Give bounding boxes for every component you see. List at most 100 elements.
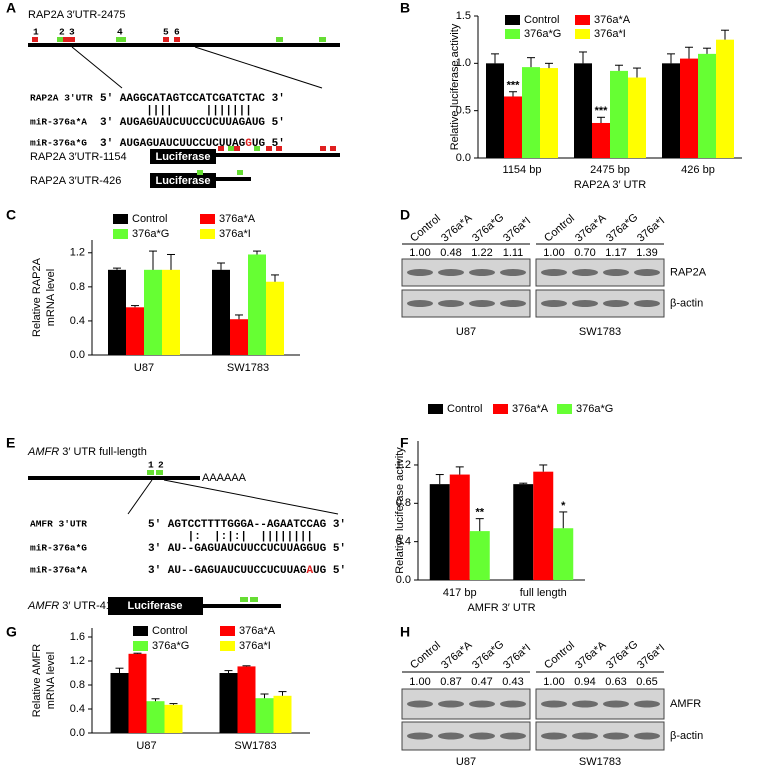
seq-name: miR-376a*A: [30, 117, 87, 128]
significance: **: [475, 507, 484, 519]
luciferase-box: [108, 597, 203, 615]
sequence: 5′ AGTCCTTTTGGGA--AGAATCCAG 3′: [148, 519, 346, 531]
y-tick-label: 0.5: [456, 105, 471, 117]
band: [500, 269, 526, 276]
panel-letter: C: [6, 207, 16, 223]
y-axis-label: mRNA level: [45, 652, 57, 709]
site-markers: [218, 146, 336, 151]
bar: [255, 698, 274, 733]
legend-swatch: [133, 641, 148, 651]
y-axis-label: Relative luciferase activity: [394, 447, 406, 574]
band: [541, 732, 567, 740]
band: [634, 732, 660, 740]
y-tick-label: 0.8: [70, 679, 85, 691]
band: [541, 700, 567, 708]
band: [438, 700, 464, 708]
construct-name: AMFR 3′ UTR-417: [27, 600, 118, 612]
band: [438, 732, 464, 740]
band-label: RAP2A: [670, 266, 707, 278]
pairing: |||| |||||||: [100, 105, 252, 117]
significance: ***: [507, 80, 521, 92]
x-tick-label: U87: [136, 740, 156, 752]
band: [572, 700, 598, 708]
legend-label: 376a*G: [524, 28, 561, 40]
panel-letter: A: [6, 0, 16, 16]
band: [634, 700, 660, 708]
bar: [230, 319, 248, 355]
x-tick-label: 426 bp: [681, 164, 715, 176]
box-label: Luciferase: [155, 151, 210, 163]
group-label: SW1783: [579, 326, 621, 338]
band: [407, 700, 433, 708]
bar: [574, 63, 592, 159]
site-number: 3: [69, 27, 75, 38]
lane-label: 376a*A: [573, 639, 609, 672]
ratio: 0.63: [605, 676, 626, 688]
bar: [469, 531, 490, 580]
site-number: 2: [59, 27, 65, 38]
ratio: 1.00: [543, 247, 564, 259]
seq-part: 3′ AUGAGUAUCUUCCUCUUAG: [100, 138, 246, 150]
sequence: 3′ AU--GAGUAUCUUCCUCUUAGGUG 5′: [148, 543, 346, 555]
legend-swatch: [133, 626, 148, 636]
legend-swatch: [557, 404, 572, 414]
ratio: 0.65: [636, 676, 657, 688]
site-number: 6: [174, 27, 180, 38]
title-rest: 3′ UTR full-length: [59, 446, 147, 458]
lane-label: 376a*G: [470, 211, 506, 244]
lane-label: 376a*G: [470, 638, 506, 671]
diagram-title: RAP2A 3′UTR-2475: [28, 9, 125, 21]
legend-label: 376a*A: [512, 403, 549, 415]
legend-label: Control: [447, 403, 482, 415]
bar: [540, 68, 558, 158]
site-number: 1: [148, 460, 154, 471]
band: [634, 269, 660, 276]
mutation: G: [245, 138, 252, 150]
seq-part: UG 5′: [313, 565, 346, 577]
y-tick-label: 0.8: [70, 281, 85, 293]
group-label: U87: [456, 326, 476, 338]
legend-label: 376a*A: [594, 14, 631, 26]
site-markers: [240, 597, 258, 602]
panel-letter: F: [400, 435, 409, 451]
band: [469, 732, 495, 740]
legend-label: 376a*A: [239, 625, 276, 637]
panel-a: RAP2A 3′UTR-2475 1 2 3 4 5 6 RAP2A 3′UTR…: [28, 9, 340, 188]
lane-label: 376a*I: [501, 642, 533, 672]
band: [407, 269, 433, 276]
bar: [237, 666, 256, 733]
bar: [698, 53, 716, 158]
bar: [522, 67, 540, 158]
lane-label: 376a*A: [439, 639, 475, 672]
box-label: Luciferase: [155, 175, 210, 187]
zoom-line: [71, 46, 123, 89]
polya: AAAAAA: [202, 472, 247, 484]
gene: AMFR: [27, 446, 59, 458]
legend-swatch: [505, 15, 520, 25]
bar: [628, 77, 646, 158]
x-tick-label: 1154 bp: [503, 164, 542, 176]
site-number: 1: [33, 27, 39, 38]
legend-swatch: [428, 404, 443, 414]
bar: [108, 269, 126, 355]
y-tick-label: 0.4: [70, 703, 85, 715]
band: [438, 269, 464, 276]
legend-swatch: [113, 214, 128, 224]
bar: [553, 528, 574, 580]
y-tick-label: 0.8: [396, 497, 411, 509]
band: [572, 732, 598, 740]
utr-line: [216, 177, 251, 181]
legend-label: 376a*A: [219, 213, 256, 225]
bar: [449, 474, 470, 580]
ratio: 0.47: [471, 676, 492, 688]
x-tick-label: full length: [520, 587, 567, 599]
utr-line: [28, 43, 340, 47]
bar: [513, 484, 534, 580]
bar: [212, 269, 230, 355]
luciferase-box: [150, 149, 216, 164]
x-tick-label: U87: [134, 362, 154, 374]
panel-letter: B: [400, 0, 410, 16]
band: [407, 732, 433, 740]
y-tick-label: 0.4: [396, 536, 411, 548]
